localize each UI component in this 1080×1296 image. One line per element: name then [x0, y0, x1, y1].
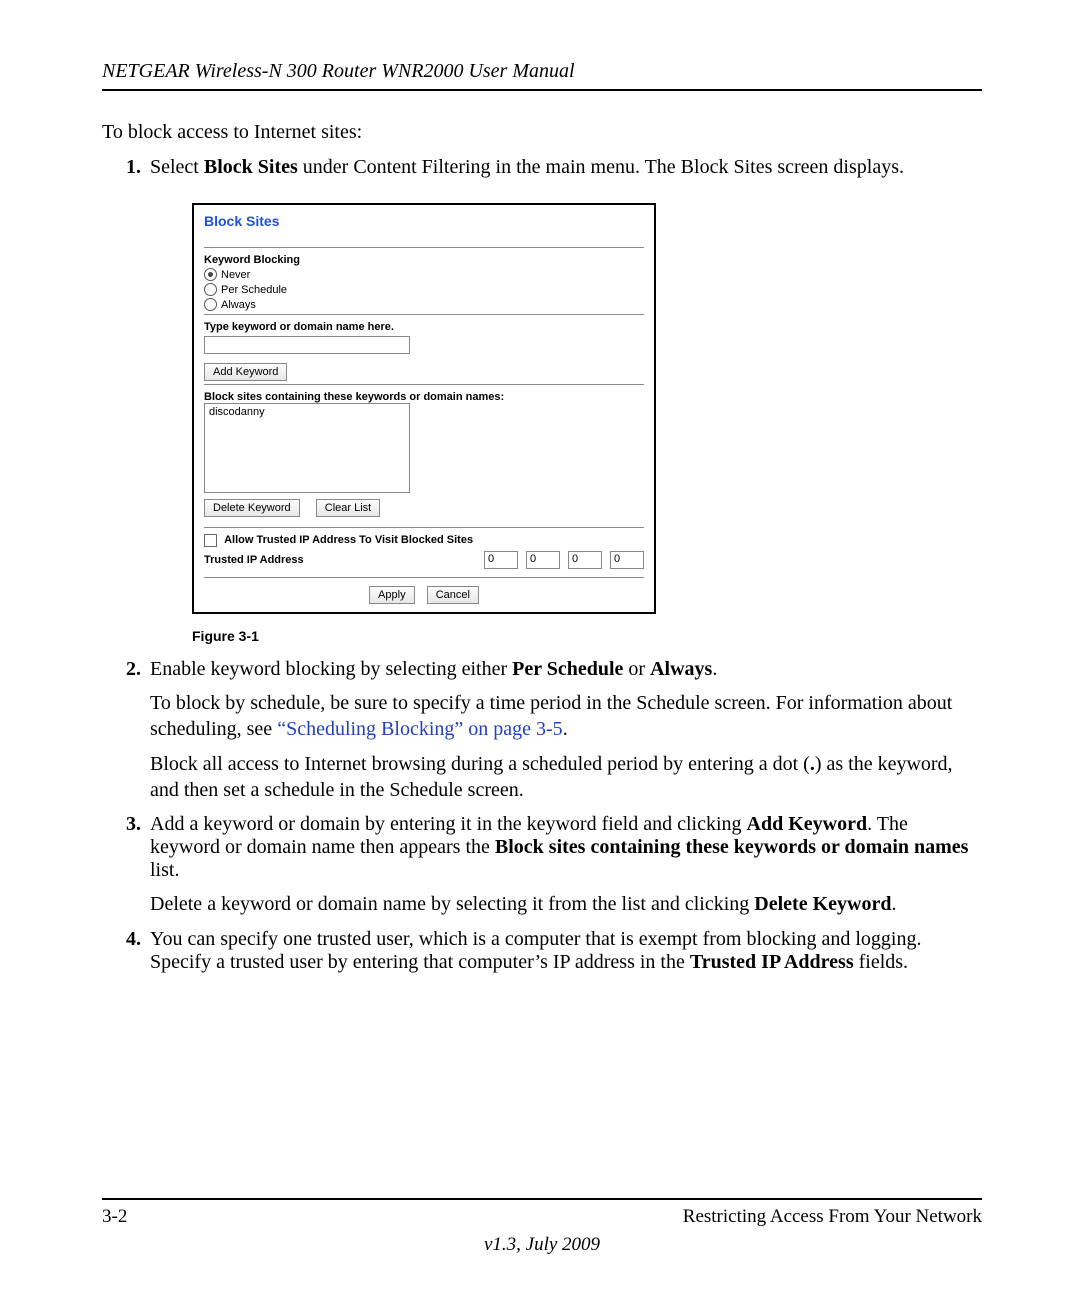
- list-item[interactable]: discodanny: [209, 406, 405, 418]
- type-keyword-label: Type keyword or domain name here.: [204, 321, 644, 333]
- radio-always[interactable]: Always: [204, 298, 644, 311]
- radio-label: Per Schedule: [221, 284, 287, 296]
- divider: [204, 527, 644, 528]
- text: under Content Filtering in the main menu…: [298, 156, 904, 178]
- text: Delete a keyword or domain name by selec…: [150, 893, 754, 915]
- trusted-ip-label: Trusted IP Address: [204, 554, 304, 566]
- divider: [204, 384, 644, 385]
- text: Add a keyword or domain by entering it i…: [150, 813, 747, 835]
- radio-never[interactable]: Never: [204, 268, 644, 281]
- text: .: [563, 718, 568, 740]
- delete-keyword-button[interactable]: Delete Keyword: [204, 499, 300, 517]
- clear-list-button[interactable]: Clear List: [316, 499, 380, 517]
- apply-button[interactable]: Apply: [369, 586, 415, 604]
- text-bold: Block Sites: [204, 156, 298, 178]
- trusted-ip-row: Trusted IP Address 0 0 0 0: [204, 551, 644, 569]
- text: list.: [150, 859, 179, 881]
- footer-section: Restricting Access From Your Network: [683, 1206, 982, 1228]
- radio-per-schedule[interactable]: Per Schedule: [204, 283, 644, 296]
- radio-icon: [204, 298, 217, 311]
- text-bold: Per Schedule: [512, 658, 623, 680]
- action-row: Apply Cancel: [204, 586, 644, 604]
- page-footer: 3-2 Restricting Access From Your Network…: [102, 1198, 982, 1256]
- text: Enable keyword blocking by selecting eit…: [150, 658, 512, 680]
- text: or: [623, 658, 650, 680]
- ip-octet-1[interactable]: 0: [484, 551, 518, 569]
- block-list-label: Block sites containing these keywords or…: [204, 391, 644, 403]
- step-2: Enable keyword blocking by selecting eit…: [146, 658, 982, 803]
- radio-label: Never: [221, 269, 250, 281]
- allow-trusted-label: Allow Trusted IP Address To Visit Blocke…: [224, 534, 473, 546]
- radio-label: Always: [221, 299, 256, 311]
- radio-icon: [204, 268, 217, 281]
- panel-title: Block Sites: [204, 213, 644, 229]
- keyword-input[interactable]: [204, 336, 410, 354]
- step-list: Select Block Sites under Content Filteri…: [102, 156, 982, 974]
- allow-trusted-row: Allow Trusted IP Address To Visit Blocke…: [204, 534, 644, 547]
- text: Select: [150, 156, 204, 178]
- text-bold: Add Keyword: [747, 813, 868, 835]
- divider: [204, 314, 644, 315]
- intro-text: To block access to Internet sites:: [102, 121, 982, 144]
- ip-octet-3[interactable]: 0: [568, 551, 602, 569]
- divider: [204, 247, 644, 248]
- ip-octet-2[interactable]: 0: [526, 551, 560, 569]
- text-bold: Block sites containing these keywords or…: [495, 836, 969, 858]
- text-bold: Trusted IP Address: [690, 951, 854, 973]
- ip-octet-4[interactable]: 0: [610, 551, 644, 569]
- step-4: You can specify one trusted user, which …: [146, 928, 982, 974]
- page-number: 3-2: [102, 1206, 127, 1228]
- figure-caption: Figure 3-1: [192, 628, 982, 644]
- page-header: NETGEAR Wireless-N 300 Router WNR2000 Us…: [102, 60, 982, 91]
- radio-icon: [204, 283, 217, 296]
- divider: [204, 577, 644, 578]
- keyword-listbox[interactable]: discodanny: [204, 403, 410, 493]
- text: Block all access to Internet browsing du…: [150, 753, 810, 775]
- text: fields.: [854, 951, 908, 973]
- keyword-blocking-label: Keyword Blocking: [204, 254, 644, 266]
- cancel-button[interactable]: Cancel: [427, 586, 479, 604]
- step-3: Add a keyword or domain by entering it i…: [146, 813, 982, 918]
- add-keyword-button[interactable]: Add Keyword: [204, 363, 287, 381]
- figure-wrapper: Block Sites Keyword Blocking Never Per S…: [192, 203, 982, 644]
- block-sites-screenshot: Block Sites Keyword Blocking Never Per S…: [192, 203, 656, 614]
- step-1: Select Block Sites under Content Filteri…: [146, 156, 982, 644]
- text-bold: Delete Keyword: [754, 893, 891, 915]
- cross-ref-link[interactable]: “Scheduling Blocking” on page 3-5: [277, 718, 563, 740]
- manual-page: NETGEAR Wireless-N 300 Router WNR2000 Us…: [0, 0, 1080, 1296]
- footer-version: v1.3, July 2009: [102, 1234, 982, 1256]
- text: .: [891, 893, 896, 915]
- footer-rule: [102, 1198, 982, 1200]
- allow-trusted-checkbox[interactable]: [204, 534, 217, 547]
- text: .: [712, 658, 717, 680]
- text-bold: Always: [650, 658, 712, 680]
